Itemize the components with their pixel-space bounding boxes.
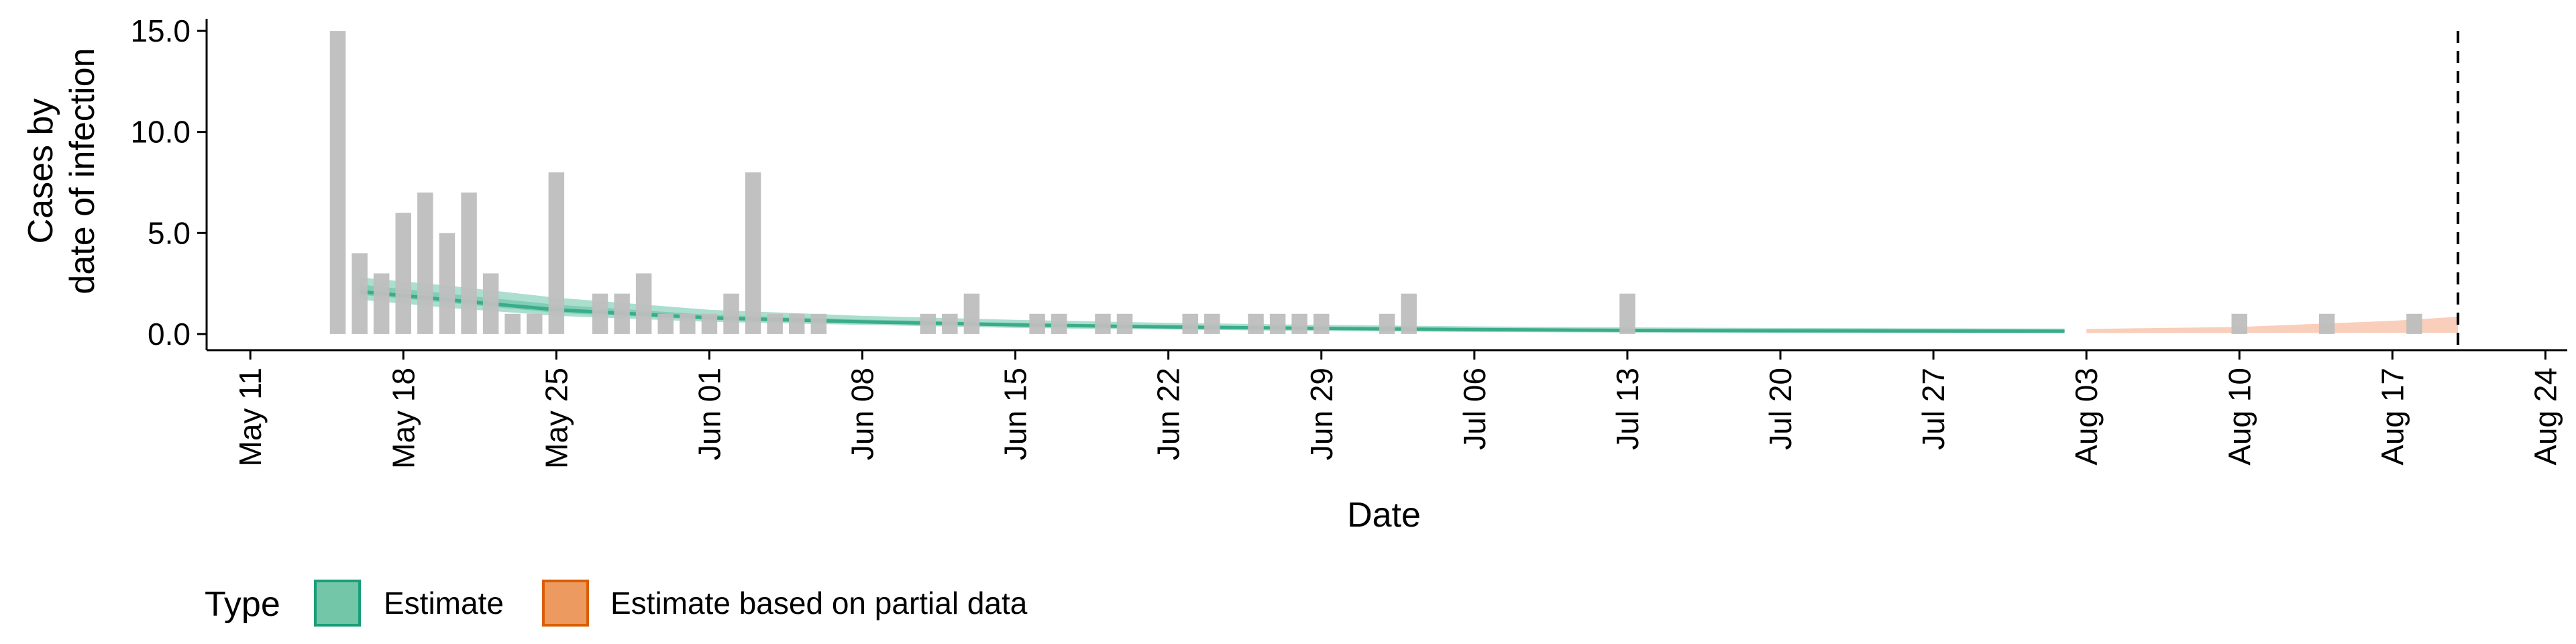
case-bar xyxy=(680,313,696,334)
y-axis-title-line-1: Cases by xyxy=(21,99,60,244)
y-axis-ticks: 0.0 5.0 10.0 15.0 xyxy=(130,13,207,352)
case-bar xyxy=(1095,313,1111,334)
case-bar xyxy=(810,313,827,334)
case-bar xyxy=(635,273,652,334)
case-bar xyxy=(723,293,739,334)
y-tick-label: 15.0 xyxy=(130,13,191,48)
x-tick-label: May 18 xyxy=(386,368,421,469)
case-bar xyxy=(614,293,630,334)
y-axis-title-line-2: date of infection xyxy=(63,48,102,294)
x-tick-label: May 11 xyxy=(233,368,268,466)
case-bar xyxy=(482,273,499,334)
case-bar xyxy=(461,193,477,334)
case-bar xyxy=(657,313,674,334)
x-tick-label: Jul 06 xyxy=(1457,368,1492,450)
x-tick-label: May 25 xyxy=(539,368,574,469)
case-bar xyxy=(789,313,805,334)
legend-label-partial-estimate: Estimate based on partial data xyxy=(610,586,1028,621)
case-bar xyxy=(2318,313,2335,334)
case-bar xyxy=(942,313,958,334)
x-tick-label: Jun 01 xyxy=(692,368,727,460)
case-bar xyxy=(963,293,980,334)
case-bar xyxy=(1029,313,1045,334)
x-tick-label: Aug 03 xyxy=(2069,368,2104,466)
case-bar xyxy=(548,172,565,334)
case-bar xyxy=(1619,293,1635,334)
case-bar xyxy=(439,233,455,334)
x-tick-label: Jun 08 xyxy=(845,368,880,460)
legend-label-estimate: Estimate xyxy=(384,586,504,621)
case-bar xyxy=(395,213,411,334)
x-tick-label: Jul 13 xyxy=(1610,368,1645,450)
y-tick-label: 0.0 xyxy=(148,317,191,352)
y-tick-label: 10.0 xyxy=(130,115,191,150)
legend-title: Type xyxy=(205,585,280,624)
x-axis-title: Date xyxy=(1347,496,1421,535)
case-bar xyxy=(920,313,936,334)
x-tick-label: Jul 27 xyxy=(1916,368,1951,450)
case-bar xyxy=(1313,313,1330,334)
case-bar xyxy=(417,193,433,334)
case-bar xyxy=(767,313,783,334)
case-bar xyxy=(1182,313,1198,334)
case-bar xyxy=(1291,313,1307,334)
case-bar xyxy=(2406,313,2422,334)
x-tick-label: Aug 17 xyxy=(2375,368,2410,466)
case-bar xyxy=(1248,313,1264,334)
x-tick-label: Aug 10 xyxy=(2222,368,2257,466)
partial-estimate-band-90 xyxy=(2086,317,2459,333)
case-bar xyxy=(701,313,718,334)
legend-swatch-partial-estimate xyxy=(542,580,589,627)
case-bar xyxy=(1204,313,1220,334)
case-bar xyxy=(1379,313,1395,334)
case-bar xyxy=(1401,293,1417,334)
case-bar xyxy=(1116,313,1133,334)
case-bar xyxy=(527,313,543,334)
legend-swatch-estimate xyxy=(314,580,361,627)
case-bar xyxy=(1051,313,1067,334)
x-tick-label: Jun 29 xyxy=(1304,368,1339,460)
case-bar xyxy=(1269,313,1286,334)
case-bar xyxy=(504,313,521,334)
legend: Type Estimate Estimate based on partial … xyxy=(205,580,1028,627)
case-bar xyxy=(2231,313,2247,334)
x-tick-label: Jun 15 xyxy=(998,368,1033,460)
x-tick-label: Jul 20 xyxy=(1763,368,1798,450)
case-bar xyxy=(592,293,608,334)
x-tick-label: Aug 24 xyxy=(2528,368,2563,466)
case-bar xyxy=(329,31,346,334)
case-bars xyxy=(329,31,2422,334)
x-tick-label: Jun 22 xyxy=(1151,368,1186,460)
y-tick-label: 5.0 xyxy=(148,215,191,250)
case-bar xyxy=(373,273,390,334)
case-bar xyxy=(352,253,368,334)
x-axis-ticks: May 11 May 18 May 25 Jun 01 Jun 08 Jun 15 Jun … xyxy=(233,350,2563,469)
case-bar xyxy=(745,172,761,334)
